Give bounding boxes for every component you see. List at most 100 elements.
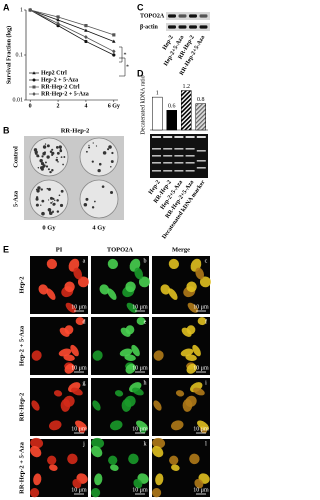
colony [95, 145, 98, 147]
gel-band [152, 162, 161, 164]
colony [46, 187, 49, 190]
colony [110, 160, 114, 163]
x-tick-label: 4 [84, 103, 87, 109]
colony [35, 188, 38, 191]
nucleus [59, 327, 70, 337]
bar [181, 90, 192, 131]
colony [107, 148, 110, 151]
panel-letter: A [3, 2, 10, 12]
cell-letter: a [83, 258, 86, 264]
colony [98, 162, 102, 166]
colony [91, 206, 95, 209]
nucleus [160, 284, 171, 295]
colony [88, 146, 91, 149]
nucleus [70, 344, 79, 357]
colony [102, 151, 107, 155]
nucleus [194, 478, 204, 489]
nucleus [48, 420, 62, 431]
colony [42, 164, 46, 168]
panel-title: RR-Hep-2 [61, 127, 90, 134]
legend-label: RR-Hep-2 + 5-Aza [41, 91, 89, 97]
bar [195, 103, 206, 131]
colony [91, 160, 94, 163]
row-label: 5-Aza [12, 190, 19, 207]
colony [35, 197, 39, 201]
band [168, 14, 176, 18]
row-label: Hep-2 + 5-Aza [18, 325, 25, 366]
colony [45, 165, 49, 168]
cell-letter: b [144, 258, 147, 264]
micrograph [152, 317, 210, 375]
point [84, 35, 88, 40]
scale-label: 10 μm [193, 426, 209, 432]
cell-letter: l [205, 441, 207, 447]
colony [101, 185, 105, 188]
panel-letter: D [137, 68, 144, 78]
point [84, 24, 88, 28]
y-axis-label: Decatenated kDNA ratio [140, 75, 146, 134]
point [56, 15, 60, 19]
series-line [30, 9, 115, 52]
gel-well [185, 136, 195, 138]
nucleus [153, 350, 164, 361]
nucleus [71, 387, 83, 396]
series-line [30, 9, 114, 42]
gel-well [152, 136, 161, 138]
nucleus [46, 288, 56, 300]
scale-label: 10 μm [132, 365, 148, 371]
band [199, 14, 208, 18]
scale-label: 10 μm [132, 426, 148, 432]
panel-letter: E [3, 244, 9, 254]
annotation: * [126, 64, 129, 70]
colony [110, 191, 114, 195]
band [189, 14, 197, 18]
colony [46, 144, 50, 148]
colony [42, 145, 47, 149]
colony [85, 197, 89, 201]
nucleus [92, 350, 103, 361]
colony [54, 199, 56, 202]
colony [36, 154, 40, 158]
colony [42, 152, 46, 156]
nucleus [131, 344, 140, 357]
colony [50, 201, 53, 204]
colony [55, 158, 59, 162]
blot [166, 23, 210, 31]
micrograph [30, 317, 88, 375]
nucleus [124, 354, 136, 362]
colony [52, 211, 54, 213]
gel-well [196, 136, 206, 138]
nucleus [67, 453, 78, 465]
nucleus [133, 478, 143, 489]
nucleus [29, 488, 40, 498]
nucleus [171, 464, 180, 471]
cell-letter: c [205, 258, 208, 264]
colony [110, 166, 112, 168]
colony [85, 150, 88, 153]
nucleus [92, 400, 101, 411]
colony [62, 163, 64, 166]
colony [108, 145, 112, 149]
nucleus [33, 473, 42, 486]
gel-band [174, 170, 184, 172]
cell-letter: f [205, 318, 207, 325]
colony [60, 156, 63, 159]
colony [92, 142, 94, 144]
colony [35, 196, 39, 199]
nucleus [185, 395, 197, 408]
colony [55, 145, 59, 149]
colony [52, 197, 55, 200]
colony [51, 151, 55, 155]
nucleus [136, 420, 149, 431]
nucleus [134, 267, 144, 280]
colony [41, 155, 44, 158]
nucleus [151, 488, 162, 498]
colony [60, 189, 64, 193]
point [112, 39, 116, 43]
nucleus [63, 395, 75, 408]
colony [47, 168, 50, 171]
gel-band [174, 162, 184, 164]
legend-marker [32, 78, 36, 82]
gel-band [185, 170, 195, 172]
gel-band [174, 155, 184, 157]
